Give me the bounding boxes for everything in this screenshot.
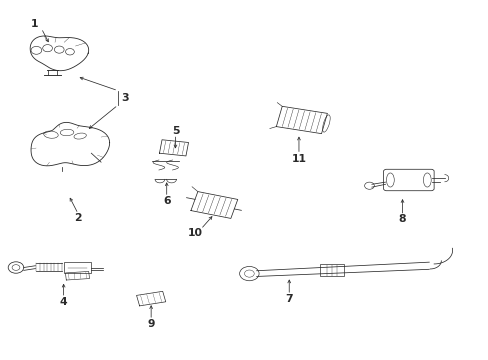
Text: 6: 6 bbox=[163, 196, 170, 206]
Text: 4: 4 bbox=[60, 297, 67, 307]
Text: 7: 7 bbox=[285, 294, 292, 304]
Text: 2: 2 bbox=[74, 212, 82, 222]
Text: 5: 5 bbox=[171, 126, 179, 136]
Text: 11: 11 bbox=[291, 154, 306, 163]
Text: 3: 3 bbox=[122, 93, 129, 103]
Text: 1: 1 bbox=[31, 18, 38, 28]
Bar bbox=[319, 264, 344, 276]
Text: 9: 9 bbox=[147, 319, 155, 329]
Text: 8: 8 bbox=[398, 214, 406, 224]
Bar bbox=[64, 262, 91, 273]
Text: 10: 10 bbox=[187, 228, 202, 238]
